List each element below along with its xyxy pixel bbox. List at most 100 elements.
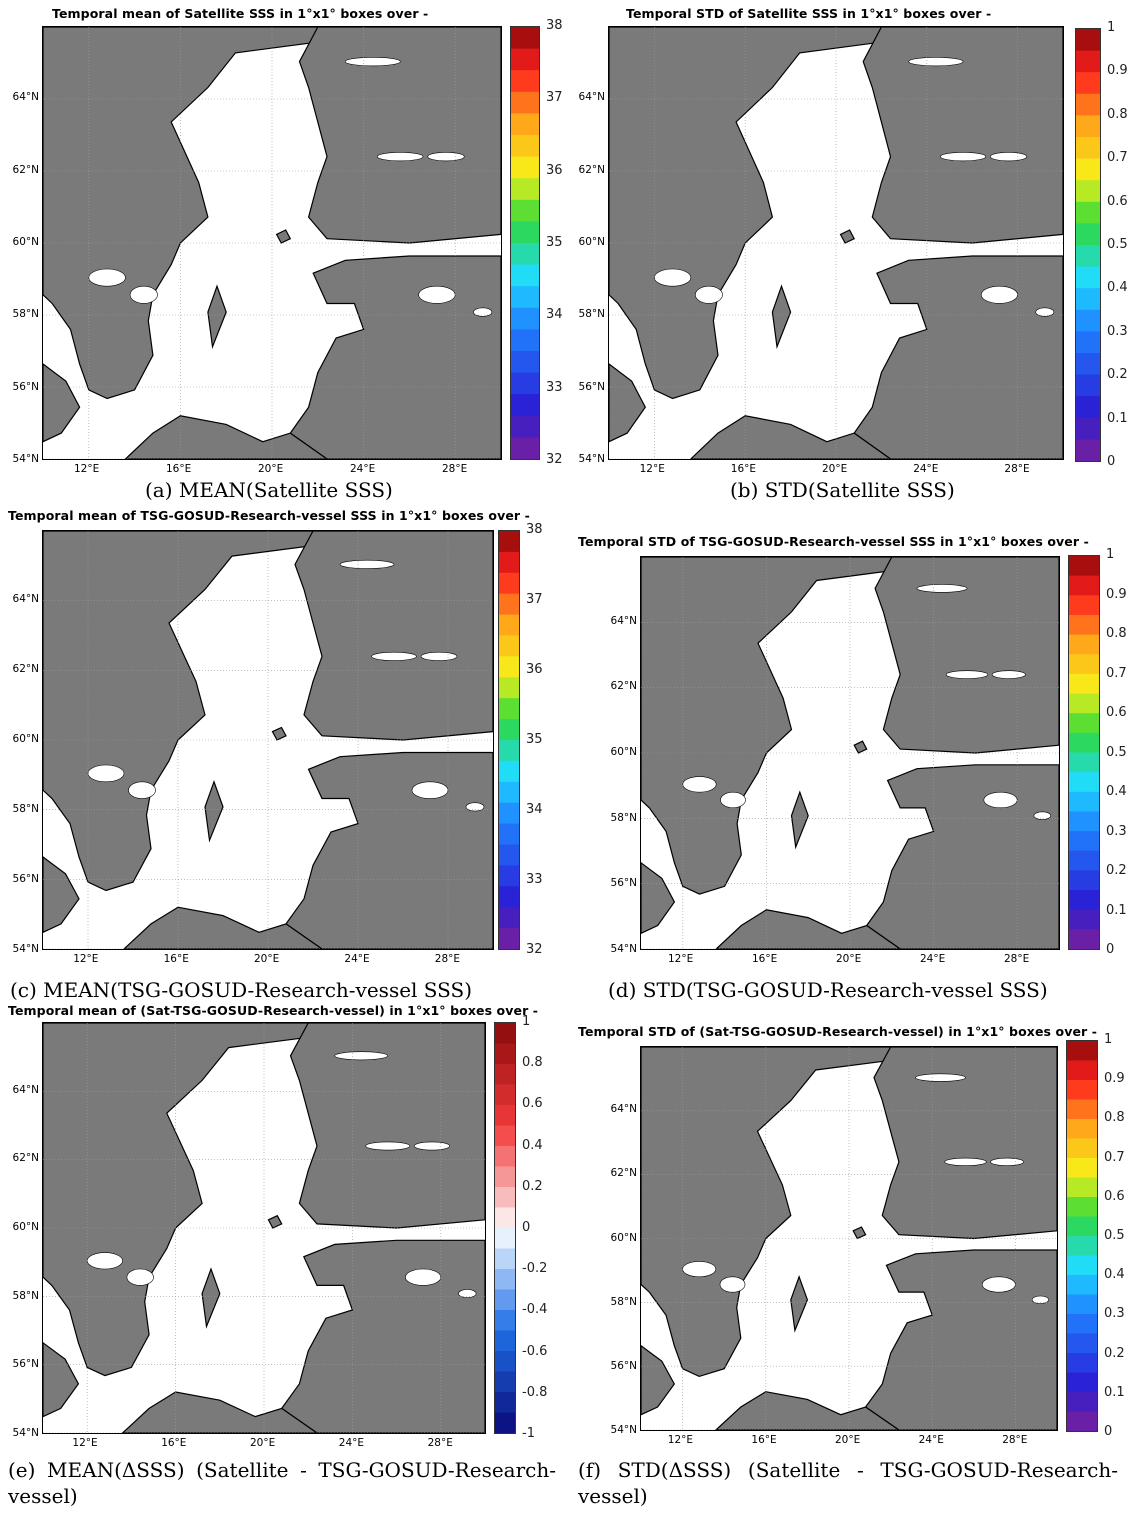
colorbar-band: [499, 572, 519, 595]
colorbar-tick-label: 0.3: [1106, 823, 1127, 839]
colorbar-band: [1076, 158, 1100, 181]
panel-caption: (d) STD(TSG-GOSUD-Research-vessel SSS): [608, 978, 1048, 1002]
lon-tick-label: 28°E: [1004, 953, 1030, 965]
land-polygon: [123, 906, 324, 949]
lat-tick-label: 56°N: [12, 873, 39, 885]
map-area: [42, 26, 502, 460]
colorbar-band: [499, 886, 519, 908]
panel-caption: (f) STD(ΔSSS) (Satellite - TSG-GOSUD-Res…: [578, 1458, 1118, 1508]
lon-tick-label: 16°E: [161, 1437, 187, 1449]
lake-shape: [720, 791, 746, 809]
colorbar-band: [1069, 654, 1099, 675]
land-polygon: [289, 1023, 485, 1229]
colorbar-band: [1076, 180, 1100, 203]
colorbar-band: [1069, 870, 1099, 891]
lat-tick-label: 56°N: [610, 1359, 637, 1372]
colorbar-band: [511, 113, 539, 136]
colorbar-band: [1069, 850, 1099, 871]
lon-tick-label: 16°E: [730, 463, 757, 475]
colorbar-band: [1076, 266, 1100, 289]
colorbar-tick-label: -0.8: [522, 1384, 548, 1400]
colorbar-band: [1069, 693, 1099, 714]
colorbar-band: [495, 1248, 515, 1270]
land-polygon: [874, 557, 1059, 754]
panel-caption: (e) MEAN(ΔSSS) (Satellite - TSG-GOSUD-Re…: [8, 1458, 556, 1508]
colorbar-band: [1076, 417, 1100, 440]
lat-tick-label: 62°N: [12, 163, 39, 176]
colorbar-band: [1067, 1177, 1097, 1198]
land-polygon: [790, 790, 809, 850]
land-polygon: [294, 531, 493, 741]
land-polygon: [790, 1275, 809, 1333]
lake-shape: [654, 268, 692, 287]
colorbar-tick-label: 0.1: [1104, 1384, 1125, 1400]
land-polygon: [204, 780, 224, 843]
land-polygon: [43, 531, 426, 892]
lake-shape: [371, 651, 417, 661]
colorbar-tick-label: 0.7: [1106, 665, 1127, 681]
lake-shape: [129, 285, 158, 304]
colorbar-band: [495, 1269, 515, 1290]
land-polygon: [275, 229, 292, 244]
lake-shape: [365, 1141, 411, 1151]
lake-shape: [87, 764, 125, 783]
colorbar-band: [1067, 1060, 1097, 1081]
lat-tick-label: 64°N: [12, 91, 39, 104]
lake-shape: [411, 781, 449, 799]
lon-tick-label: 16°E: [752, 953, 778, 965]
colorbar-tick-label: 36: [546, 162, 563, 178]
colorbar-tick-label: 0.4: [1107, 280, 1128, 296]
colorbar-tick-label: 0.2: [1104, 1345, 1125, 1361]
colorbar-band: [511, 307, 539, 330]
colorbar-band: [1069, 713, 1099, 734]
colorbar-band: [1069, 614, 1099, 636]
colorbar-band: [511, 264, 539, 287]
colorbar-band: [1076, 137, 1100, 160]
lake-shape: [682, 776, 717, 793]
lon-tick-label: 24°E: [920, 953, 946, 965]
colorbar-tick-label: 1: [522, 1014, 531, 1029]
colorbar-tick-label: 0.1: [1106, 902, 1127, 918]
colorbar-tick-label: 33: [526, 872, 543, 887]
colorbar-band: [1076, 353, 1100, 376]
colorbar-band: [1067, 1216, 1097, 1237]
colorbar-band: [1076, 50, 1100, 73]
colorbar-band: [1069, 890, 1099, 911]
colorbar-band: [495, 1125, 515, 1147]
colorbar-band: [511, 372, 539, 395]
map-area: [608, 26, 1064, 460]
panel-caption: (b) STD(Satellite SSS): [730, 478, 955, 502]
land-polygon: [124, 415, 329, 459]
lat-tick-label: 62°N: [578, 163, 605, 176]
colorbar: [1068, 555, 1100, 950]
colorbar-band: [1076, 288, 1100, 311]
colorbar-band: [499, 677, 519, 699]
colorbar-tick-label: 0.9: [1107, 63, 1128, 79]
colorbar-band: [495, 1064, 515, 1085]
colorbar: [510, 26, 540, 460]
lake-shape: [944, 1157, 987, 1166]
lake-shape: [126, 1268, 154, 1286]
lake-shape: [908, 56, 964, 67]
lat-tick-label: 54°N: [12, 943, 39, 955]
colorbar-band: [495, 1023, 515, 1044]
land-polygon: [271, 726, 287, 741]
colorbar-band: [1067, 1236, 1097, 1256]
colorbar-band: [511, 135, 539, 158]
colorbar-tick-label: 0.8: [1106, 626, 1127, 641]
lake-shape: [980, 285, 1018, 304]
colorbar-band: [1069, 732, 1099, 753]
land-polygon: [839, 229, 856, 244]
lake-shape: [418, 285, 456, 304]
colorbar-tick-label: 0.6: [522, 1096, 543, 1112]
colorbar-band: [511, 178, 539, 201]
colorbar-band: [1069, 791, 1099, 812]
colorbar-band: [1076, 439, 1100, 461]
colorbar-band: [495, 1084, 515, 1106]
panel-caption: (c) MEAN(TSG-GOSUD-Research-vessel SSS): [10, 978, 473, 1002]
lat-tick-label: 56°N: [12, 1358, 39, 1371]
colorbar-band: [499, 740, 519, 762]
lat-tick-label: 54°N: [610, 943, 637, 955]
colorbar-band: [495, 1371, 515, 1393]
lon-tick-label: 24°E: [350, 463, 376, 475]
